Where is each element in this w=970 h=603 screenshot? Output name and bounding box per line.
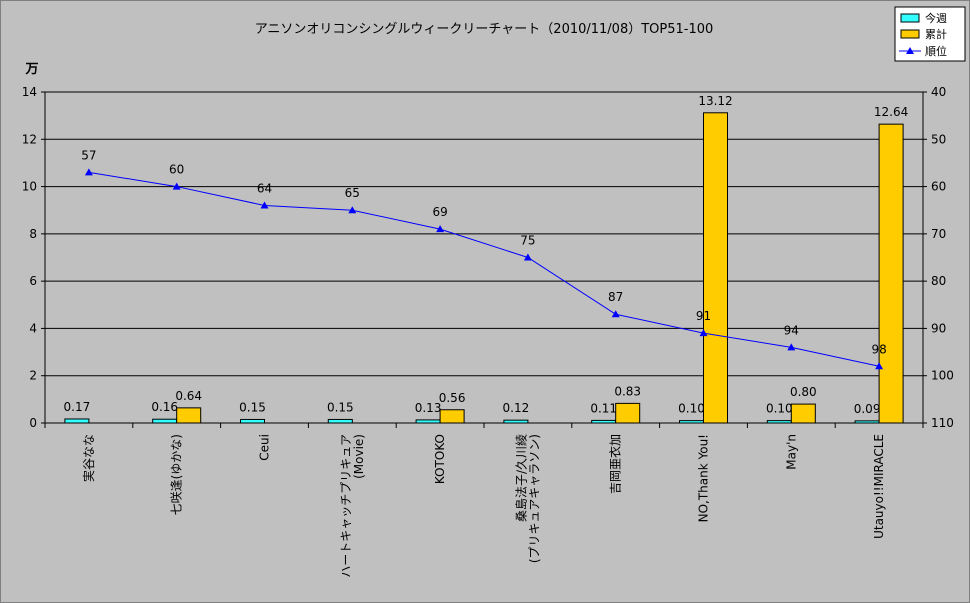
y2-tick-label: 90 — [931, 321, 946, 335]
bar-weekly-label: 0.10 — [678, 402, 705, 416]
y2-tick-label: 70 — [931, 227, 946, 241]
bar-weekly — [503, 419, 529, 424]
y2-tick-label: 60 — [931, 180, 946, 194]
rank-label: 64 — [257, 181, 272, 195]
y-tick-label: 0 — [29, 416, 37, 430]
y2-tick-label: 80 — [931, 274, 946, 288]
rank-label: 91 — [696, 309, 711, 323]
rank-line — [88, 171, 880, 367]
rank-point — [875, 362, 884, 370]
rank-point — [260, 201, 269, 209]
x-category-label: Ceui — [258, 434, 272, 461]
legend-label-cumulative: 累計 — [925, 27, 947, 41]
bar-cumulative-label: 0.56 — [439, 391, 466, 405]
bar-cumulative-label: 13.12 — [698, 94, 732, 108]
bar-cumulative-label: 0.80 — [790, 385, 817, 399]
bar-weekly — [240, 418, 265, 424]
x-category-label: (Movie) — [352, 434, 366, 479]
x-category-label: (プリキュアキャラソン) — [527, 434, 541, 563]
bar-weekly-label: 0.12 — [503, 401, 530, 415]
rank-point — [787, 343, 796, 351]
chart-title: アニソンオリコンシングルウィークリーチャート（2010/11/08）TOP51-… — [255, 22, 714, 37]
y2-tick-label: 110 — [931, 416, 954, 430]
rank-label: 75 — [520, 234, 535, 248]
y-tick-label: 10 — [22, 180, 37, 194]
bar-cumulative — [703, 112, 728, 424]
legend-label-rank: 順位 — [925, 44, 947, 58]
y2-tick-label: 40 — [931, 85, 946, 99]
rank-label: 65 — [345, 186, 360, 200]
bar-weekly — [327, 418, 353, 424]
y-tick-label: 4 — [29, 321, 37, 335]
x-category-label: NO,Thank You! — [697, 434, 711, 522]
bar-cumulative-label: 12.64 — [874, 105, 908, 119]
bar-cumulative — [878, 123, 904, 424]
bar-cumulative — [615, 402, 641, 424]
bar-cumulative — [790, 403, 816, 424]
rank-point — [348, 206, 357, 214]
y-tick-label: 8 — [29, 227, 37, 241]
x-category-label: ハートキャッチプリキュア — [339, 434, 353, 578]
legend-swatch-cumulative — [900, 29, 920, 39]
bar-weekly-label: 0.10 — [766, 402, 793, 416]
y2-tick-label: 100 — [931, 369, 954, 383]
rank-label: 69 — [432, 205, 447, 219]
rank-label: 98 — [871, 342, 886, 356]
x-category-label: 七咲逢(ゆかな) — [169, 434, 184, 515]
bar-weekly-label: 0.15 — [239, 400, 266, 414]
y-tick-label: 12 — [22, 132, 37, 146]
rank-label: 87 — [608, 290, 623, 304]
rank-label: 94 — [784, 323, 799, 337]
bar-weekly-label: 0.15 — [327, 400, 354, 414]
bar-cumulative-label: 0.83 — [614, 384, 641, 398]
bar-weekly — [679, 420, 704, 424]
bar-weekly — [854, 420, 880, 424]
x-category-label: KOTOKO — [433, 434, 447, 484]
rank-point — [611, 310, 620, 318]
x-category-label: 桑島法子/久川綾 — [513, 434, 528, 522]
bar-weekly-label: 0.11 — [590, 401, 617, 415]
bar-weekly-label: 0.13 — [415, 401, 442, 415]
rank-point — [172, 182, 181, 190]
legend-swatch-weekly — [900, 13, 920, 23]
bar-weekly-label: 0.17 — [64, 400, 91, 414]
x-category-label: Utauyo!!MIRACLE — [872, 434, 886, 539]
bar-weekly — [591, 419, 617, 424]
bar-weekly — [415, 419, 441, 424]
x-category-label: 吉岡亜衣加 — [608, 434, 623, 494]
y-tick-label: 14 — [22, 85, 37, 99]
y-tick-label: 2 — [29, 369, 37, 383]
bar-weekly — [64, 418, 90, 424]
rank-point — [436, 225, 445, 233]
rank-label: 60 — [169, 163, 184, 177]
bar-cumulative — [439, 409, 465, 424]
x-category-label: May'n — [784, 434, 798, 470]
rank-label: 57 — [81, 148, 96, 162]
bar-cumulative-label: 0.64 — [175, 389, 202, 403]
bar-weekly — [766, 420, 792, 424]
y2-tick-label: 50 — [931, 132, 946, 146]
bar-weekly-label: 0.16 — [151, 400, 178, 414]
rank-point — [523, 253, 532, 261]
rank-point — [84, 168, 93, 176]
legend-label-weekly: 今週 — [925, 11, 947, 25]
plot-area — [44, 91, 924, 424]
y-unit-label: 万 — [24, 62, 38, 77]
bar-weekly-label: 0.09 — [854, 402, 881, 416]
rank-point — [699, 329, 708, 337]
y-tick-label: 6 — [29, 274, 37, 288]
x-category-label: 実谷なな — [81, 434, 96, 482]
bar-weekly — [152, 418, 178, 424]
legend-marker-rank — [906, 47, 914, 54]
bar-cumulative — [176, 407, 202, 424]
